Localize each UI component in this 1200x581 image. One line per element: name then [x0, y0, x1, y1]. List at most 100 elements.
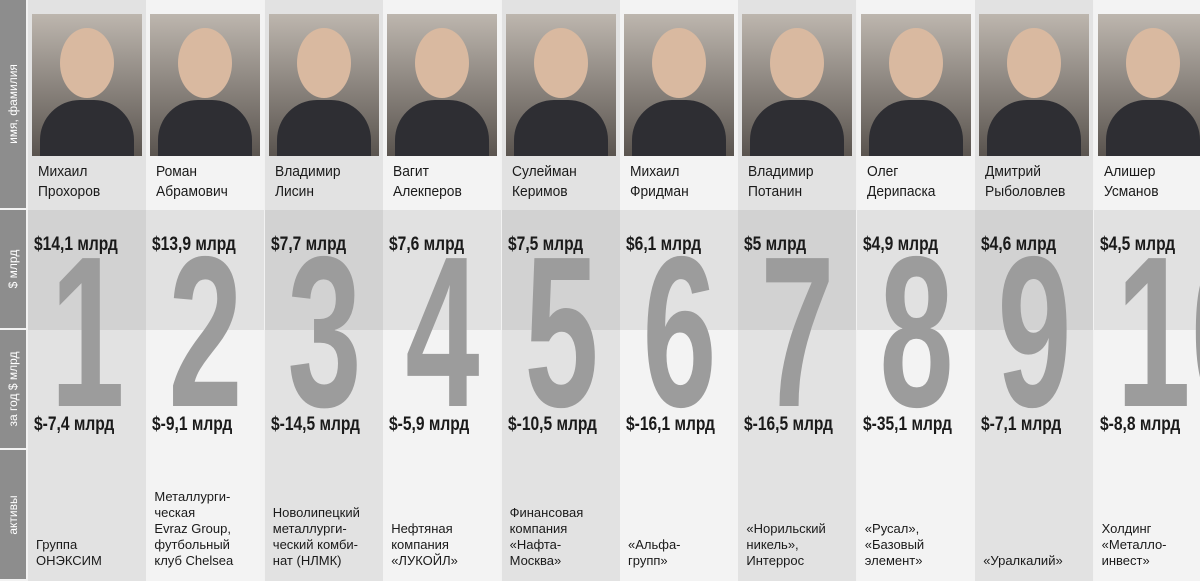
asset-line: ческая — [154, 505, 196, 520]
portrait — [268, 14, 379, 156]
asset-line: «Металло- — [1101, 537, 1167, 552]
name-line: Вагит — [393, 163, 430, 180]
asset-line: футбольный — [154, 537, 230, 552]
name-line: Прохоров — [38, 183, 101, 200]
assets: Группа ОНЭКСИМ — [36, 537, 102, 569]
net-worth: $4,5 млрд — [1099, 234, 1175, 255]
asset-line: «Норильский — [746, 521, 826, 536]
assets: «Русал», «Базовый элемент» — [865, 521, 924, 569]
row-band — [620, 210, 738, 330]
name-line: Владимир — [274, 163, 341, 180]
portrait-body — [632, 100, 726, 156]
asset-line: Интеррос — [746, 553, 805, 568]
asset-line: Москва» — [509, 553, 562, 568]
portrait-head — [888, 28, 943, 98]
person-name: Олег Дерипаска — [867, 162, 935, 202]
net-worth: $4,9 млрд — [862, 234, 938, 255]
yearly-change: $-10,5 млрд — [507, 414, 597, 435]
asset-line: «Альфа- — [628, 537, 681, 552]
rank-number: 8 — [879, 211, 954, 452]
name-line: Фридман — [630, 183, 689, 200]
row-band — [975, 210, 1094, 330]
name-line: Дерипаска — [866, 183, 936, 200]
yearly-change: $-7,4 млрд — [34, 414, 115, 435]
assets: «Альфа-групп» — [628, 537, 681, 569]
row-band — [28, 210, 146, 330]
person-column: Алишер Усманов 10$4,5 млрд $-8,8 млрд Холдин… — [1093, 0, 1200, 581]
asset-line: «Русал», — [864, 521, 920, 536]
name-line: Рыболовлев — [985, 183, 1066, 200]
person-column: Сулейман Керимов 5 $7,5 млрд $-10,5 млрд Фина… — [501, 0, 620, 581]
portrait-head — [533, 28, 588, 98]
asset-line: металлурги- — [272, 521, 347, 536]
asset-line: Evraz Group, — [154, 521, 231, 536]
yearly-change: $-9,1 млрд — [152, 414, 233, 435]
name-line: Михаил — [630, 163, 680, 180]
portrait-body — [750, 100, 845, 156]
row-label: $ млрд — [6, 249, 20, 289]
asset-line: групп» — [628, 553, 668, 568]
person-name: Владимир Лисин — [275, 162, 341, 202]
net-worth: $7,7 млрд — [270, 234, 346, 255]
row-band — [146, 210, 265, 330]
person-column: Владимир Лисин 3 $7,7 млрд $-14,5 млрд Новоли… — [264, 0, 383, 581]
row-band — [264, 210, 383, 330]
portrait-head — [770, 28, 825, 98]
row-label: за год $ млрд — [6, 351, 20, 427]
net-worth: $6,1 млрд — [626, 234, 702, 255]
portrait-body — [513, 100, 608, 156]
portrait — [742, 14, 853, 156]
name-line: Потанин — [748, 183, 803, 200]
portrait — [1097, 14, 1200, 156]
person-column: Михаил Фридман 6 $6,1 млрд $-16,1 млрд «Альфа… — [620, 0, 738, 581]
rank-number: 6 — [642, 211, 717, 452]
rank-number: 2 — [168, 211, 243, 452]
portrait — [505, 14, 616, 156]
rank-number: 1 — [50, 211, 125, 452]
net-worth: $4,6 млрд — [981, 234, 1057, 255]
portrait — [150, 14, 261, 156]
row-band — [738, 210, 857, 330]
person-column: Михаил Прохоров 1 $14,1 млрд $-7,4 млрд Групп… — [28, 0, 146, 581]
person-name: Михаил Фридман — [630, 162, 689, 202]
assets: Металлурги-ческая Evraz Group, футбольный к… — [154, 489, 233, 569]
asset-line: элемент» — [864, 553, 923, 568]
person-column: Олег Дерипаска 8 $4,9 млрд $-35,1 млрд «Русал… — [856, 0, 975, 581]
portrait-body — [276, 100, 371, 156]
person-column: Дмитрий Рыболовлев 9 $4,6 млрд $-7,1 млрд «Ур… — [975, 0, 1094, 581]
row-band — [383, 210, 502, 330]
portrait-body — [1105, 100, 1200, 156]
person-name: Алишер Усманов — [1104, 162, 1159, 202]
asset-line: «ЛУКОЙЛ» — [391, 553, 458, 568]
name-line: Керимов — [511, 183, 568, 200]
asset-line: Новолипецкий — [272, 505, 360, 520]
asset-line: «Уралкалий» — [983, 553, 1063, 568]
rank-number: 7 — [760, 211, 835, 452]
portrait — [387, 14, 498, 156]
row-label: активы — [6, 494, 20, 535]
asset-line: инвест» — [1101, 553, 1150, 568]
yearly-change: $-35,1 млрд — [862, 414, 952, 435]
row-label-box: за год $ млрд — [0, 330, 26, 450]
person-column: Роман Абрамович 2 $13,9 млрд $-9,1 млрд Метал… — [146, 0, 265, 581]
name-line: Олег — [866, 163, 899, 180]
yearly-change: $-16,1 млрд — [626, 414, 715, 435]
portrait — [624, 14, 734, 156]
portrait-body — [158, 100, 253, 156]
asset-line: «Базовый — [864, 537, 925, 552]
portrait-head — [652, 28, 706, 98]
name-line: Сулейман — [511, 163, 577, 180]
net-worth: $5 млрд — [744, 234, 807, 255]
asset-line: компания — [509, 521, 568, 536]
asset-line: Холдинг — [1101, 521, 1152, 536]
name-line: Лисин — [274, 183, 314, 200]
net-worth: $13,9 млрд — [152, 234, 237, 255]
person-name: Михаил Прохоров — [38, 162, 100, 202]
portrait-body — [987, 100, 1082, 156]
row-band — [856, 210, 975, 330]
row-label-box: имя, фамилия — [0, 0, 26, 210]
name-line: Алишер — [1103, 163, 1155, 180]
rank-number: 3 — [287, 211, 362, 452]
asset-line: нат (НЛМК) — [272, 553, 342, 568]
